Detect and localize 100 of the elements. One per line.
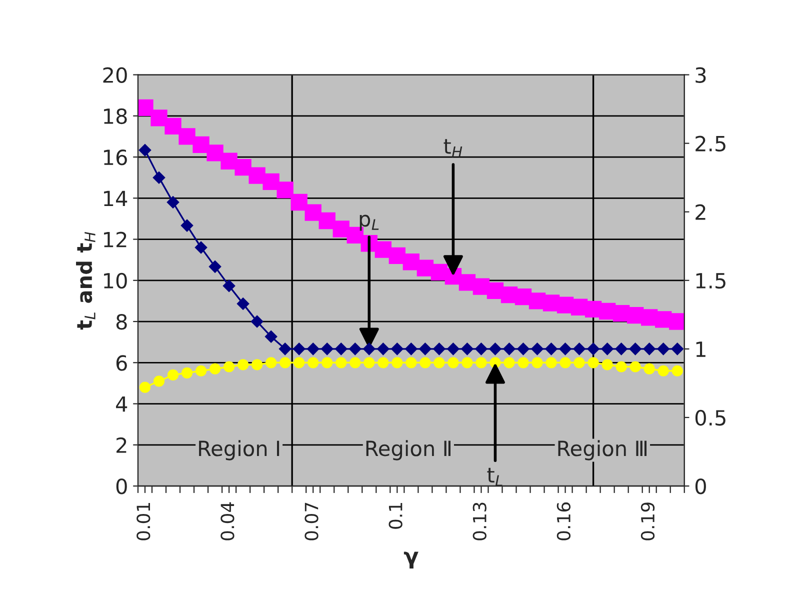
point	[503, 342, 516, 356]
y-tick-label: 0	[116, 478, 127, 494]
point	[433, 342, 446, 356]
point	[447, 342, 460, 356]
point	[192, 136, 210, 154]
point	[292, 342, 306, 356]
point	[222, 280, 236, 292]
point	[322, 357, 333, 368]
x-tick-label: 0.04	[220, 502, 234, 540]
point	[587, 342, 600, 356]
point	[546, 357, 557, 368]
point	[153, 376, 165, 387]
point	[504, 357, 515, 368]
y-axis-title: t$_{L}$ and t$_{H}$	[76, 232, 96, 330]
point	[223, 361, 235, 372]
x-axis-title: γ	[404, 552, 418, 569]
point	[276, 182, 294, 198]
point	[517, 342, 530, 356]
point	[308, 357, 319, 368]
point	[615, 342, 628, 356]
point	[264, 330, 278, 343]
point	[206, 144, 224, 162]
point	[307, 342, 320, 356]
point	[545, 342, 558, 356]
point	[377, 342, 390, 356]
annotation: Region Ⅱ	[366, 440, 450, 460]
y2-tick-label: 2.5	[696, 136, 726, 152]
y-tick-label: 16	[104, 149, 127, 166]
point	[138, 144, 152, 156]
point	[405, 342, 418, 356]
point	[266, 357, 277, 368]
point	[321, 342, 334, 356]
y2-tick-label: 0.5	[695, 410, 726, 426]
y-tick-label: 6	[116, 355, 127, 371]
annotation: Region I	[199, 440, 280, 460]
point	[363, 342, 376, 356]
y2-tick-label: 2	[696, 204, 706, 220]
point	[378, 357, 389, 368]
x-tick-label: 0.19	[640, 502, 655, 540]
point	[475, 342, 488, 356]
point	[335, 342, 348, 356]
point	[238, 359, 249, 370]
point	[252, 359, 263, 370]
point	[476, 357, 487, 368]
point	[559, 342, 572, 356]
point	[658, 365, 669, 376]
y-tick-label: 10	[104, 272, 127, 289]
point	[573, 342, 586, 356]
point	[518, 357, 529, 368]
point	[304, 204, 322, 221]
point	[643, 342, 656, 356]
point	[644, 363, 655, 374]
point	[434, 357, 445, 368]
point	[629, 342, 642, 356]
point	[166, 196, 180, 208]
y2-tick-label: 3	[696, 67, 706, 83]
point	[164, 118, 182, 135]
point	[630, 361, 641, 372]
point	[234, 158, 252, 176]
y-tick-label: 2	[116, 437, 126, 453]
y2-tick-label: 0	[695, 478, 706, 494]
point	[669, 313, 684, 330]
point	[167, 369, 179, 381]
y-tick-label: 18	[104, 108, 127, 124]
annotation: Region Ⅲ	[558, 440, 647, 460]
point	[601, 342, 614, 356]
point	[181, 367, 193, 378]
point	[374, 241, 392, 258]
annotation: p$_{L}$	[360, 214, 379, 231]
annotation: t$_{H}$	[444, 139, 462, 158]
point	[420, 357, 431, 368]
x-tick-label: 0.01	[136, 502, 150, 540]
point	[672, 365, 683, 376]
point	[616, 361, 627, 372]
point	[336, 357, 347, 368]
point	[152, 171, 166, 184]
point	[364, 357, 375, 368]
point	[406, 357, 417, 368]
point	[208, 260, 222, 273]
point	[392, 357, 403, 368]
point	[462, 357, 473, 368]
point	[318, 212, 336, 230]
point	[657, 342, 670, 356]
point	[290, 194, 308, 211]
y2-tick-label: 1	[696, 342, 706, 357]
point	[280, 357, 291, 368]
point	[209, 363, 221, 374]
point	[350, 357, 361, 368]
point	[178, 128, 196, 145]
point	[139, 382, 151, 393]
point	[574, 357, 585, 368]
point	[236, 298, 250, 310]
point	[602, 359, 613, 370]
point	[588, 357, 599, 368]
y-tick-label: 4	[116, 396, 128, 412]
y2-tick-label: 1.5	[696, 273, 726, 289]
point	[532, 357, 543, 368]
point	[294, 357, 305, 368]
point	[419, 342, 432, 356]
y-tick-label: 14	[104, 190, 128, 206]
